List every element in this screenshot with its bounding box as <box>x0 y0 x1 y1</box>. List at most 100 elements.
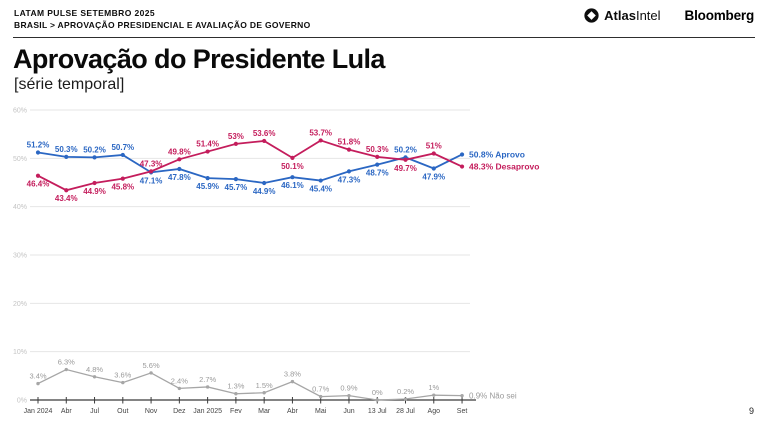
series-end-label: 0.9% Não sei <box>469 392 517 401</box>
data-point <box>205 149 210 154</box>
data-label: 49.7% <box>394 164 417 173</box>
data-label: 50.2% <box>394 145 417 154</box>
data-point <box>403 397 408 401</box>
series-line <box>37 139 463 192</box>
data-point <box>432 393 436 397</box>
data-point <box>64 367 68 372</box>
data-label: 47.9% <box>422 172 445 181</box>
data-label: 3.6% <box>114 371 131 380</box>
data-label: 50.3% <box>55 145 78 154</box>
y-tick-label: 60% <box>13 108 27 115</box>
series-end-label: 50.8% Aprovo <box>469 149 525 159</box>
atlasintel-logo-text-bold: Atlas <box>604 8 636 23</box>
data-point <box>290 379 295 384</box>
data-point <box>318 178 323 183</box>
x-tick-label: Abr <box>61 408 73 415</box>
data-point <box>290 155 295 160</box>
y-tick-label: 10% <box>13 349 27 356</box>
page-number: 9 <box>748 406 754 416</box>
atlasintel-logo-text: AtlasIntel <box>604 8 660 23</box>
data-point <box>149 371 153 375</box>
y-tick-label: 20% <box>13 301 27 308</box>
data-label: 6.3% <box>58 358 75 367</box>
data-point <box>233 177 238 182</box>
data-label: 50.3% <box>366 145 389 154</box>
data-label: 50.1% <box>281 162 304 171</box>
data-label: 1.5% <box>256 381 273 390</box>
atlasintel-icon <box>584 8 599 23</box>
data-label: 47.1% <box>140 176 163 185</box>
data-point <box>262 138 267 144</box>
data-label: 50.2% <box>83 145 106 154</box>
x-tick-label: Nov <box>145 408 158 415</box>
data-label: 51% <box>426 142 442 151</box>
x-tick-label: Fev <box>230 408 242 415</box>
series-line <box>37 151 463 184</box>
x-tick-label: 28 Jul <box>396 408 415 415</box>
data-label: 45.7% <box>225 183 248 192</box>
y-tick-label: 40% <box>13 204 27 211</box>
data-label: 50.7% <box>111 143 134 152</box>
data-label: 47.8% <box>168 173 191 182</box>
data-label: 53.6% <box>253 129 276 138</box>
data-label: 0% <box>372 388 383 397</box>
page-subtitle: [série temporal] <box>14 76 125 93</box>
y-tick-label: 30% <box>13 253 27 260</box>
series-aprovo: 51.2% 50.3% 50.2% 50.7% 47.1% 47.8% 45.9% 45.7%… <box>27 141 525 196</box>
data-label: 47.3% <box>338 175 361 184</box>
data-label: 47.3% <box>140 159 163 168</box>
x-axis: Jan 2024 Abr Jul Out Nov Dez Jan 2025 Fev Mar Abr… <box>24 397 468 415</box>
data-point <box>262 391 266 395</box>
data-label: 46.4% <box>27 180 50 189</box>
atlasintel-logo: AtlasIntel <box>584 8 661 23</box>
data-point <box>346 147 352 152</box>
data-point <box>262 180 267 186</box>
x-tick-label: Set <box>457 408 468 415</box>
data-point <box>318 138 323 143</box>
data-label: 45.9% <box>196 182 219 191</box>
data-label: 44.9% <box>83 187 106 196</box>
data-point <box>120 152 125 158</box>
data-label: 53.7% <box>309 128 332 137</box>
data-label: 3.4% <box>29 372 46 381</box>
data-label: 43.4% <box>55 194 78 203</box>
data-point <box>233 141 238 146</box>
data-point <box>205 385 210 389</box>
data-label: 45.8% <box>111 183 134 192</box>
data-point <box>431 166 436 171</box>
data-point <box>64 154 69 159</box>
grid: 0% 10% 20% 30% 40% 50% 60% <box>13 108 476 405</box>
x-tick-label: Ago <box>428 408 441 415</box>
data-label: 49.8% <box>168 147 191 156</box>
header-divider <box>13 37 755 38</box>
data-label: 44.9% <box>253 187 276 196</box>
data-point <box>92 155 97 160</box>
data-label: 3.8% <box>284 370 301 379</box>
breadcrumb: BRASIL > APROVAÇÃO PRESIDENCIAL E AVALIA… <box>14 20 311 30</box>
series-end-label: 48.3% Desaprovo <box>469 162 539 172</box>
bloomberg-logo: Bloomberg <box>684 8 755 23</box>
series-line <box>37 368 463 401</box>
data-point <box>375 162 380 167</box>
y-tick-label: 50% <box>13 156 27 163</box>
data-point <box>177 166 182 172</box>
data-point <box>234 392 238 396</box>
data-point <box>92 180 97 186</box>
series-nao-sei: 3.4% 6.3% 4.8% 3.6% 5.6% 2.4% 2.7% 1.3% 1.5% 3.8%… <box>29 358 517 402</box>
data-point <box>121 380 125 385</box>
data-point <box>459 152 465 157</box>
data-label: 0.9% <box>340 384 357 393</box>
data-point <box>148 169 154 174</box>
series-desaprovo: 46.4% 43.4% 44.9% 45.8% 47.3% 49.8% 51.4% 53% 53… <box>27 128 540 203</box>
data-point <box>431 151 436 156</box>
data-point <box>177 157 182 162</box>
data-label: 0.2% <box>397 387 414 396</box>
x-tick-label: Mai <box>315 408 327 415</box>
x-tick-label: Mar <box>258 408 271 415</box>
data-label: 51.2% <box>27 141 50 150</box>
x-tick-label: Jun <box>343 408 354 415</box>
data-point <box>375 398 379 402</box>
data-point <box>64 188 69 193</box>
data-point <box>347 393 351 398</box>
